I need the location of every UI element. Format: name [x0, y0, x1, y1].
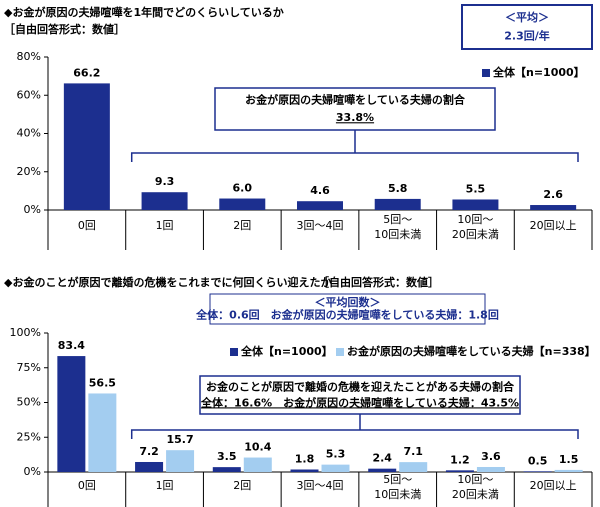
x-tick-label: 3回～4回 — [297, 219, 344, 232]
legend-swatch — [230, 348, 238, 356]
note-title: お金のことが原因で離婚の危機を迎えたことがある夫婦の割合 — [206, 379, 515, 393]
legend-label: 全体【n=1000】 — [240, 344, 333, 358]
data-label: 1.2 — [450, 453, 470, 466]
bracket — [130, 414, 579, 439]
data-label: 15.7 — [167, 433, 194, 446]
data-label: 7.1 — [403, 445, 423, 458]
chart-title: ◆お金が原因の夫婦喧嘩を1年間でどのくらいしているか — [4, 5, 284, 19]
x-tick-label: 20回以上 — [530, 479, 577, 492]
y-tick-label: 0% — [24, 203, 41, 216]
average-box — [461, 4, 593, 50]
average-value: 全体：0.6回 お金が原因の夫婦喧嘩をしている夫婦：1.8回 — [195, 308, 499, 322]
legend-label: お金が原因の夫婦喧嘩をしている夫婦【n=338】 — [347, 344, 596, 358]
note-box — [199, 375, 521, 415]
bar — [290, 469, 319, 472]
bar — [243, 457, 272, 472]
bar — [219, 198, 266, 210]
x-tick-label: 10回～ 20回未満 — [452, 213, 499, 241]
bar — [374, 198, 421, 210]
data-label: 0.5 — [528, 454, 548, 467]
data-label: 3.6 — [481, 450, 501, 463]
data-label: 5.3 — [326, 448, 346, 461]
legend-swatch — [336, 348, 344, 356]
data-label: 56.5 — [89, 376, 116, 389]
bar — [212, 467, 241, 472]
data-label: 2.4 — [372, 452, 392, 465]
bar — [88, 393, 117, 472]
y-tick-label: 25% — [17, 430, 41, 443]
bar — [166, 450, 195, 472]
bar — [63, 83, 110, 210]
legend-label: 全体【n=1000】 — [492, 65, 585, 79]
y-tick-label: 100% — [10, 326, 41, 339]
note-value: 全体：16.6% お金が原因の夫婦喧嘩をしている夫婦：43.5% — [200, 395, 519, 409]
bar — [476, 466, 505, 472]
bar — [321, 464, 350, 472]
average-label: ＜平均回数＞ — [315, 295, 381, 309]
bar — [399, 462, 428, 472]
data-label: 10.4 — [244, 441, 271, 454]
x-tick-label: 5回～ 10回未満 — [374, 213, 421, 241]
bar — [297, 201, 343, 210]
note-value: 33.8% — [336, 111, 374, 124]
x-tick-label: 1回 — [156, 219, 174, 232]
data-label: 9.3 — [155, 175, 175, 188]
y-tick-label: 60% — [17, 88, 41, 101]
data-label: 4.6 — [310, 184, 330, 197]
y-tick-label: 50% — [17, 396, 41, 409]
data-label: 3.5 — [217, 450, 237, 463]
average-box — [209, 293, 486, 325]
x-tick-label: 0回 — [78, 479, 96, 492]
bar — [452, 199, 499, 210]
bar — [57, 356, 86, 472]
data-label: 66.2 — [73, 66, 100, 79]
note-box — [214, 87, 496, 131]
data-label: 83.4 — [58, 339, 85, 352]
y-tick-label: 20% — [17, 165, 41, 178]
y-tick-label: 80% — [17, 50, 41, 63]
bracket — [130, 130, 579, 162]
data-label: 2.6 — [543, 188, 563, 201]
y-tick-label: 0% — [24, 465, 41, 478]
x-tick-label: 5回～ 10回未満 — [374, 473, 421, 501]
average-label: ＜平均＞ — [505, 10, 549, 24]
y-tick-label: 75% — [17, 361, 41, 374]
x-tick-label: 20回以上 — [530, 219, 577, 232]
x-tick-label: 3回～4回 — [297, 479, 344, 492]
x-tick-label: 1回 — [156, 479, 174, 492]
y-tick-label: 40% — [17, 127, 41, 140]
chart-title: ◆お金のことが原因で離婚の危機をこれまでに何回くらい迎えたか — [4, 275, 331, 289]
legend-swatch — [482, 69, 490, 77]
x-tick-label: 0回 — [78, 219, 96, 232]
data-label: 5.8 — [388, 182, 408, 195]
x-tick-label: 10回～ 20回未満 — [452, 473, 499, 501]
x-tick-label: 2回 — [233, 219, 251, 232]
average-value: 2.3回/年 — [504, 29, 550, 43]
note-title: お金が原因の夫婦喧嘩をしている夫婦の割合 — [245, 93, 466, 107]
bar — [141, 192, 188, 210]
data-label: 1.5 — [559, 453, 579, 466]
data-label: 6.0 — [233, 182, 253, 195]
bar — [135, 461, 164, 472]
bar — [530, 205, 577, 210]
chart-subtitle: ［自由回答形式：数値］ — [4, 22, 125, 36]
bar — [445, 470, 474, 472]
x-tick-label: 2回 — [233, 479, 251, 492]
data-label: 7.2 — [139, 445, 159, 458]
bar — [368, 468, 397, 472]
data-label: 1.8 — [295, 452, 315, 465]
data-label: 5.5 — [466, 182, 486, 195]
bar — [523, 471, 552, 472]
chart-subtitle: ［自由回答形式：数値］ — [318, 275, 439, 289]
bar — [554, 469, 583, 472]
